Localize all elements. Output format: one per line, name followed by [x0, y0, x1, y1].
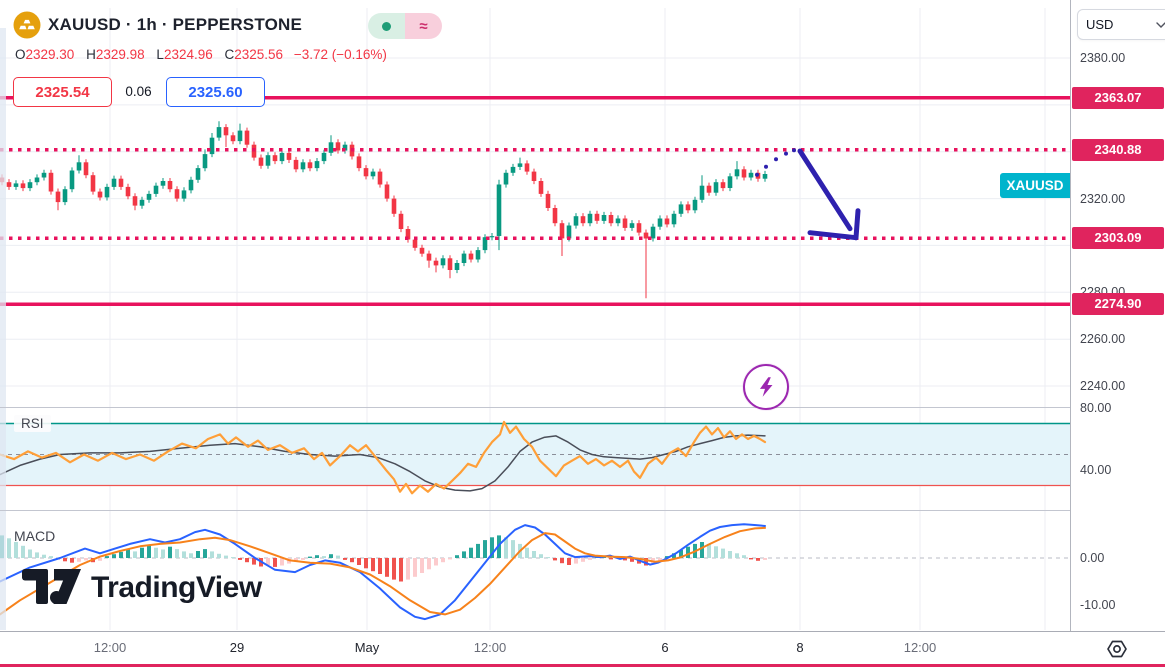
time-axis-label: 12:00: [903, 640, 937, 655]
tradingview-watermark: TradingView: [22, 569, 262, 606]
level-price-badge: 2274.90: [1072, 293, 1164, 316]
time-axis-label: 29: [229, 640, 245, 655]
pane-separator-rsi-macd[interactable]: [0, 510, 1165, 511]
level-price-badge: 2340.88: [1072, 138, 1164, 161]
price-axis-label: 80.00: [1080, 401, 1112, 415]
buy-price-button[interactable]: 2325.60: [166, 77, 265, 107]
change-value: −3.72 (−0.16%): [293, 47, 387, 62]
open-value: 2329.30: [25, 47, 75, 62]
price-axis-label: 2380.00: [1080, 51, 1126, 65]
instant-trading-button[interactable]: [743, 364, 789, 410]
time-axis-label: 8: [796, 640, 804, 655]
rsi-indicator-label[interactable]: RSI: [14, 415, 51, 432]
close-value: 2325.56: [234, 47, 284, 62]
price-axis-label: 40.00: [1080, 463, 1112, 477]
level-price-badge: 2303.09: [1072, 227, 1164, 250]
pane-separator-price-rsi[interactable]: [0, 407, 1165, 408]
price-axis-separator: [1070, 0, 1071, 667]
market-open-indicator: [368, 13, 405, 39]
ohlc-row: O2329.30 H2329.98 L2324.96 C2325.56 −3.7…: [15, 47, 387, 62]
macd-indicator-label[interactable]: MACD: [14, 528, 56, 544]
tradingview-logo-text: TradingView: [91, 570, 262, 604]
hexagon-settings-icon: [1107, 640, 1127, 658]
chart-canvas[interactable]: [0, 0, 1070, 631]
pane-settings-button[interactable]: [1103, 638, 1131, 660]
green-dot-icon: [382, 21, 391, 31]
chevron-down-icon: [1156, 21, 1165, 28]
currency-selector[interactable]: USD: [1077, 9, 1165, 40]
lightning-bolt-icon: [759, 377, 773, 397]
level-price-badge: 2363.07: [1072, 86, 1164, 109]
market-status-pill[interactable]: ≈: [368, 13, 442, 39]
time-axis-label: 6: [661, 640, 669, 655]
price-axis-label: 2320.00: [1080, 191, 1126, 206]
gold-symbol-icon: [13, 11, 41, 39]
time-axis[interactable]: 12:00 29 May 12:00 6 8 12:00: [0, 631, 1165, 666]
price-axis-label: -10.00: [1080, 598, 1116, 612]
price-axis-label: 2240.00: [1080, 379, 1126, 394]
symbol-price-tag: XAUUSD: [1000, 173, 1070, 198]
tradingview-logo-icon: [22, 569, 81, 604]
time-axis-label: 12:00: [93, 640, 127, 655]
high-value: 2329.98: [95, 47, 145, 62]
currency-value: USD: [1086, 17, 1114, 32]
low-value: 2324.96: [163, 47, 213, 62]
bottom-accent-bar: [0, 664, 1165, 667]
price-axis[interactable]: USD 2380.002320.002280.002260.002240.008…: [1071, 0, 1165, 667]
time-axis-label: 12:00: [473, 640, 507, 655]
approx-icon: ≈: [419, 17, 428, 35]
symbol-title[interactable]: XAUUSD · 1h · PEPPERSTONE: [48, 15, 303, 34]
price-axis-label: 2260.00: [1080, 332, 1126, 347]
left-edge-strip: [0, 28, 6, 630]
time-axis-label: May: [354, 640, 380, 655]
sell-price-button[interactable]: 2325.54: [13, 77, 112, 107]
price-axis-label: 0.00: [1080, 551, 1105, 565]
delayed-data-indicator: ≈: [405, 13, 442, 39]
spread-value: 0.06: [110, 80, 167, 102]
